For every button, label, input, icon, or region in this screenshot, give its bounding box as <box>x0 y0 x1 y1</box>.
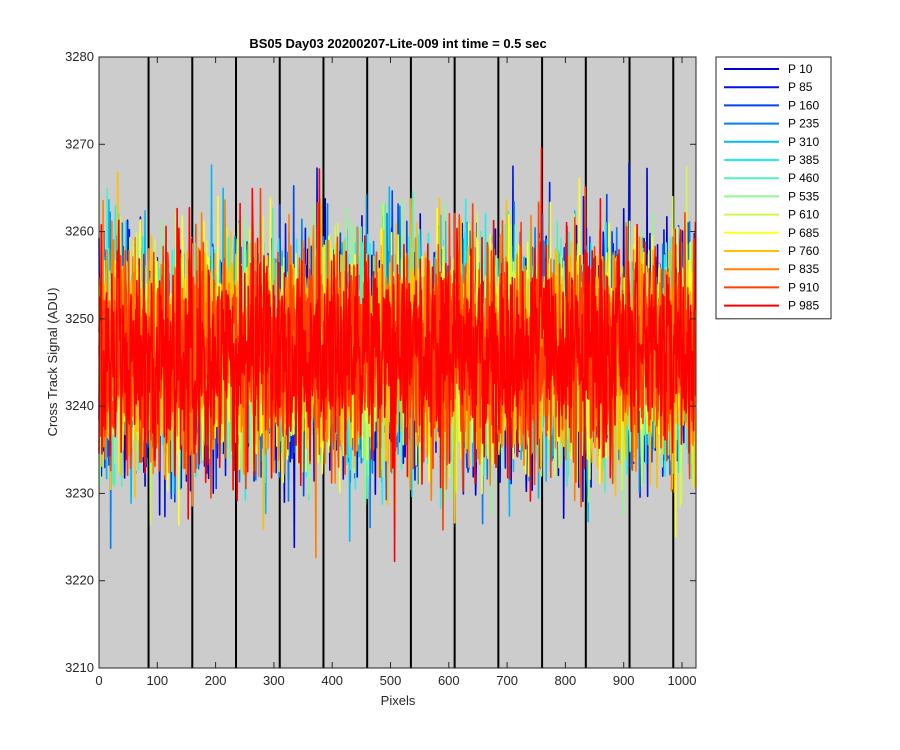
plot-frame <box>98 56 697 669</box>
legend-label: P 910 <box>788 280 819 294</box>
legend-label: P 760 <box>788 244 819 258</box>
legend-label: P 535 <box>788 189 819 203</box>
legend-label: P 10 <box>788 62 813 76</box>
y-tick-label: 3260 <box>65 224 94 239</box>
y-tick-label: 3270 <box>65 136 94 151</box>
legend-label: P 310 <box>788 135 819 149</box>
legend-label: P 460 <box>788 171 819 185</box>
x-tick-label: 100 <box>146 673 168 688</box>
x-tick-label: 800 <box>555 673 577 688</box>
x-tick-label: 500 <box>380 673 402 688</box>
legend-label: P 985 <box>788 299 819 313</box>
legend-label: P 685 <box>788 226 819 240</box>
legend-label: P 835 <box>788 262 819 276</box>
x-tick-label: 900 <box>613 673 635 688</box>
x-tick-label: 1000 <box>668 673 697 688</box>
x-tick-label: 400 <box>321 673 343 688</box>
x-tick-label: 700 <box>496 673 518 688</box>
x-axis-label: Pixels <box>381 693 416 708</box>
y-tick-label: 3210 <box>65 660 94 675</box>
legend-label: P 610 <box>788 208 819 222</box>
y-axis: 3210 3220 3230 3240 3250 3260 3270 3280 <box>65 49 696 675</box>
y-tick-label: 3230 <box>65 485 94 500</box>
series-lines <box>98 147 697 563</box>
legend: P 10 P 85 P 160 P 235 P 310 P 385 P 460 P 535 P … <box>715 56 832 320</box>
y-tick-label: 3280 <box>65 49 94 64</box>
y-axis-label: Cross Track Signal (ADU) <box>45 288 60 437</box>
x-tick-label: 300 <box>263 673 285 688</box>
x-tick-label: 0 <box>95 673 102 688</box>
legend-label: P 160 <box>788 98 819 112</box>
y-tick-label: 3220 <box>65 573 94 588</box>
x-axis: 0 100 200 300 400 500 600 700 800 900 1000 <box>95 57 696 688</box>
y-tick-label: 3250 <box>65 311 94 326</box>
legend-label: P 85 <box>788 80 813 94</box>
chart-title: BS05 Day03 20200207-Lite-009 int time = … <box>249 36 546 51</box>
legend-label: P 385 <box>788 153 819 167</box>
x-tick-label: 200 <box>205 673 227 688</box>
legend-label: P 235 <box>788 117 819 131</box>
series-line-p985 <box>98 147 697 563</box>
legend-box <box>715 56 832 320</box>
y-tick-label: 3240 <box>65 398 94 413</box>
x-tick-label: 600 <box>438 673 460 688</box>
